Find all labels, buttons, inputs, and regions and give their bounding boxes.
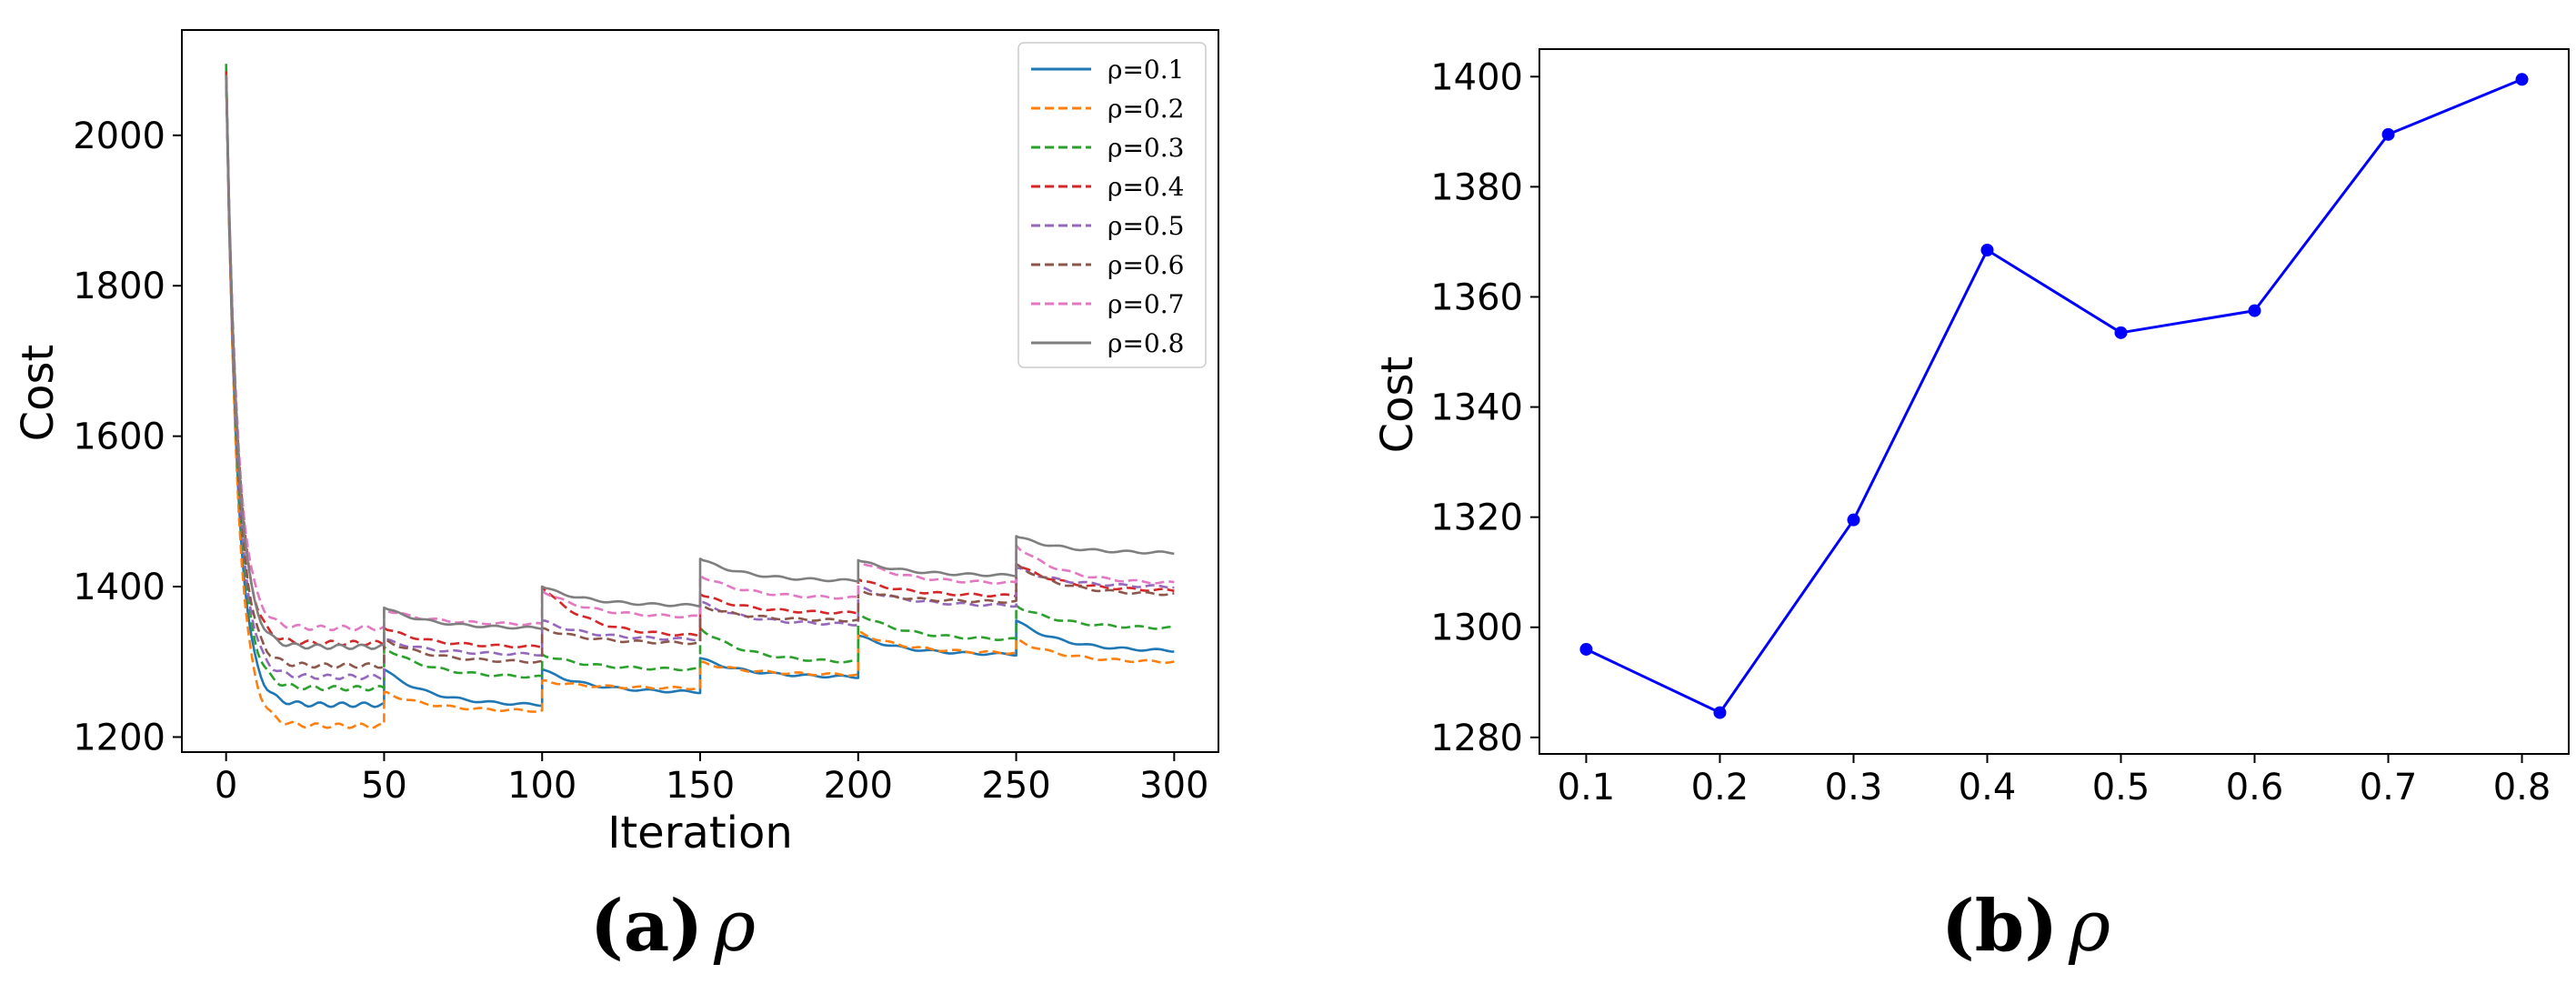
panel-a-y-ticks: 1200 1400 1600 1800 2000 [73, 115, 182, 758]
data-point-4 [1980, 243, 1994, 256]
data-point-5 [2114, 326, 2128, 339]
panel-a-x-axis-label: Iteration [607, 808, 793, 858]
b-y-tick-label: 1340 [1430, 387, 1523, 429]
b-y-tick-label: 1400 [1430, 56, 1523, 98]
a-x-tick-label: 300 [1139, 765, 1208, 807]
a-x-tick-label: 0 [215, 765, 237, 807]
panel-b-y-axis-label: Cost [1372, 356, 1423, 454]
b-y-tick-label: 1360 [1430, 276, 1523, 318]
a-y-tick-label: 1200 [73, 717, 165, 758]
b-x-tick-label: 0.5 [2092, 767, 2150, 808]
series-line-8 [225, 75, 1175, 650]
panel-b-rho-cost-chart: 0.1 0.2 0.3 0.4 0.5 0.6 0.7 0.8 1280 1300 1320 134… [1372, 48, 2570, 808]
panel-a-x-ticks: 0 50 100 150 200 250 300 [215, 752, 1209, 807]
a-x-tick-label: 100 [507, 765, 576, 807]
data-point-3 [1847, 513, 1860, 527]
caption-a-symbol: ρ [713, 886, 756, 968]
legend-label-2: ρ=0.2 [1108, 94, 1184, 124]
b-y-tick-label: 1380 [1430, 166, 1523, 208]
caption-b: (b) ρ [1941, 885, 2110, 968]
panel-b-data-points [1579, 73, 2529, 719]
panel-b-y-ticks: 1280 1300 1320 1340 1360 1380 1400 [1430, 56, 1539, 759]
legend-label-8: ρ=0.8 [1108, 328, 1184, 358]
panel-b-plot-frame [1539, 48, 2570, 755]
panel-b-x-ticks: 0.1 0.2 0.3 0.4 0.5 0.6 0.7 0.8 [1558, 754, 2551, 808]
b-y-tick-label: 1280 [1430, 718, 1523, 759]
data-point-7 [2381, 127, 2395, 141]
data-point-6 [2248, 304, 2261, 317]
a-y-tick-label: 1800 [73, 266, 165, 307]
panel-a-legend: ρ=0.1 ρ=0.2 ρ=0.3 ρ=0.4 ρ=0.5 ρ=0.6 ρ=0.7 ρ=0.8 [1017, 42, 1207, 368]
b-x-tick-label: 0.8 [2493, 767, 2551, 808]
legend-label-3: ρ=0.3 [1108, 133, 1184, 163]
legend-frame [1017, 42, 1207, 368]
a-x-tick-label: 150 [666, 765, 735, 807]
caption-a: (a) ρ [590, 885, 756, 968]
a-x-tick-label: 200 [824, 765, 893, 807]
panel-a-y-axis-label: Cost [13, 345, 64, 442]
legend-label-1: ρ=0.1 [1108, 55, 1184, 85]
legend-label-7: ρ=0.7 [1108, 289, 1184, 319]
data-point-8 [2515, 73, 2529, 86]
data-point-2 [1713, 706, 1727, 719]
legend-label-5: ρ=0.5 [1108, 211, 1184, 241]
data-point-1 [1579, 642, 1593, 656]
series-line-3 [225, 64, 1175, 692]
a-y-tick-label: 1400 [73, 567, 165, 608]
b-x-tick-label: 0.6 [2226, 767, 2284, 808]
a-y-tick-label: 2000 [73, 115, 165, 157]
panel-a-series-lines [225, 64, 1175, 729]
a-x-tick-label: 250 [981, 765, 1050, 807]
b-y-tick-label: 1300 [1430, 607, 1523, 649]
b-x-tick-label: 0.7 [2360, 767, 2418, 808]
legend-label-6: ρ=0.6 [1108, 250, 1184, 280]
cost-line-path [1585, 77, 2523, 715]
caption-b-symbol: ρ [2068, 886, 2110, 968]
legend-label-4: ρ=0.4 [1108, 172, 1184, 202]
b-x-tick-label: 0.1 [1558, 767, 1616, 808]
panel-b-cost-line [1585, 77, 2523, 715]
caption-a-letter: (a) [590, 885, 703, 968]
b-x-tick-label: 0.3 [1825, 767, 1883, 808]
caption-b-letter: (b) [1941, 885, 2058, 968]
a-x-tick-label: 50 [361, 765, 407, 807]
panel-a-iteration-cost-chart: 0 50 100 150 200 250 300 12001400160018002000 … [13, 29, 1219, 858]
b-y-tick-label: 1320 [1430, 497, 1523, 539]
a-y-tick-label: 1600 [73, 417, 165, 458]
b-x-tick-label: 0.4 [1959, 767, 2017, 808]
b-x-tick-label: 0.2 [1691, 767, 1749, 808]
